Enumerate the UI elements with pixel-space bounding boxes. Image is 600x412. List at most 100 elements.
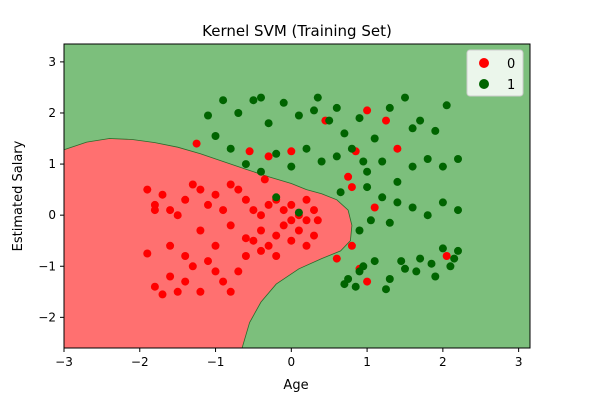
data-point-class-0 bbox=[196, 226, 205, 235]
data-point-class-1 bbox=[294, 111, 303, 120]
data-point-class-0 bbox=[302, 241, 311, 250]
data-point-class-1 bbox=[382, 285, 390, 294]
data-point-class-1 bbox=[272, 149, 281, 158]
data-point-class-0 bbox=[211, 190, 220, 199]
data-point-class-1 bbox=[431, 126, 440, 135]
data-point-class-0 bbox=[181, 195, 190, 204]
data-point-class-0 bbox=[294, 226, 303, 235]
data-point-class-0 bbox=[249, 236, 258, 245]
data-point-class-1 bbox=[257, 93, 265, 102]
data-point-class-0 bbox=[150, 206, 159, 215]
data-point-class-1 bbox=[294, 208, 303, 217]
data-point-class-0 bbox=[287, 147, 296, 156]
data-point-class-1 bbox=[355, 226, 364, 235]
data-point-class-1 bbox=[317, 157, 326, 166]
x-tick-label: 2 bbox=[439, 355, 447, 369]
data-point-class-0 bbox=[264, 200, 273, 209]
data-point-class-0 bbox=[196, 287, 205, 296]
y-tick-label: 3 bbox=[48, 55, 56, 69]
y-tick-label: −2 bbox=[38, 310, 56, 324]
data-point-class-1 bbox=[397, 257, 406, 266]
data-point-class-0 bbox=[249, 206, 258, 215]
data-point-class-0 bbox=[393, 144, 402, 153]
axes: −3 −2 −1 0 1 2 3 −2 −1 0 1 2 3 bbox=[38, 55, 522, 369]
x-axis-label: Age bbox=[283, 378, 308, 393]
legend-label-1: 1 bbox=[507, 78, 515, 93]
data-point-class-1 bbox=[378, 193, 387, 202]
data-point-class-1 bbox=[332, 103, 341, 112]
data-point-class-1 bbox=[347, 144, 356, 153]
data-point-class-1 bbox=[211, 132, 220, 140]
data-point-class-1 bbox=[416, 254, 425, 263]
data-point-class-1 bbox=[408, 162, 417, 171]
data-point-class-1 bbox=[393, 198, 402, 207]
data-point-class-0 bbox=[272, 231, 281, 240]
data-point-class-1 bbox=[366, 216, 375, 225]
data-point-class-1 bbox=[408, 124, 417, 133]
y-axis-label: Estimated Salary bbox=[11, 140, 26, 251]
data-point-class-0 bbox=[234, 267, 243, 276]
data-point-class-0 bbox=[370, 203, 379, 212]
data-point-class-1 bbox=[344, 275, 353, 283]
data-point-class-0 bbox=[310, 231, 318, 240]
data-point-class-0 bbox=[143, 185, 152, 194]
data-point-class-0 bbox=[234, 185, 243, 194]
data-point-class-1 bbox=[302, 144, 311, 153]
data-point-class-1 bbox=[204, 111, 212, 120]
data-point-class-0 bbox=[166, 272, 175, 281]
data-point-class-1 bbox=[355, 114, 364, 123]
y-tick-label: −1 bbox=[38, 259, 56, 273]
data-point-class-1 bbox=[416, 116, 425, 125]
data-point-class-0 bbox=[241, 195, 250, 204]
data-point-class-1 bbox=[336, 188, 345, 197]
data-point-class-1 bbox=[249, 96, 258, 105]
data-point-class-0 bbox=[181, 277, 190, 286]
data-point-class-1 bbox=[363, 183, 372, 192]
y-tick-label: 2 bbox=[48, 106, 56, 120]
legend: 01 bbox=[466, 49, 524, 97]
data-point-class-0 bbox=[257, 226, 265, 235]
data-point-class-1 bbox=[385, 103, 394, 112]
data-point-class-1 bbox=[423, 155, 432, 163]
data-point-class-1 bbox=[219, 96, 228, 105]
data-point-class-0 bbox=[442, 252, 451, 260]
data-point-class-0 bbox=[272, 252, 281, 260]
data-point-class-1 bbox=[359, 262, 368, 271]
x-tick-label: −3 bbox=[55, 355, 73, 369]
data-point-class-1 bbox=[313, 93, 322, 102]
data-point-class-1 bbox=[340, 129, 349, 138]
data-point-class-0 bbox=[363, 277, 372, 286]
data-point-class-1 bbox=[257, 167, 265, 176]
data-point-class-0 bbox=[347, 241, 356, 250]
x-tick-label: −2 bbox=[131, 355, 149, 369]
data-point-class-1 bbox=[438, 198, 447, 207]
data-point-class-0 bbox=[173, 287, 182, 296]
data-point-class-0 bbox=[302, 216, 311, 225]
data-point-class-1 bbox=[264, 119, 273, 128]
data-point-class-0 bbox=[204, 257, 212, 266]
data-point-class-1 bbox=[370, 134, 379, 143]
data-point-class-0 bbox=[143, 249, 152, 258]
data-point-class-0 bbox=[310, 206, 318, 215]
data-point-class-0 bbox=[279, 221, 288, 230]
data-point-class-0 bbox=[166, 206, 175, 215]
data-point-class-0 bbox=[257, 246, 265, 255]
data-point-class-1 bbox=[310, 106, 318, 115]
data-point-class-0 bbox=[211, 267, 220, 276]
data-point-class-0 bbox=[219, 206, 228, 215]
data-point-class-1 bbox=[325, 116, 334, 125]
data-point-class-1 bbox=[450, 254, 459, 263]
data-point-class-0 bbox=[260, 175, 269, 184]
data-point-class-0 bbox=[241, 252, 250, 260]
data-point-class-0 bbox=[332, 254, 341, 263]
data-point-class-0 bbox=[287, 200, 296, 209]
data-point-class-0 bbox=[166, 241, 175, 250]
data-point-class-1 bbox=[454, 246, 462, 255]
data-point-class-1 bbox=[431, 272, 440, 281]
data-point-class-0 bbox=[188, 180, 197, 189]
data-point-class-0 bbox=[196, 185, 205, 194]
legend-marker-1 bbox=[479, 79, 489, 89]
data-point-class-1 bbox=[412, 267, 421, 276]
data-point-class-0 bbox=[181, 252, 190, 260]
data-point-class-0 bbox=[279, 206, 288, 215]
